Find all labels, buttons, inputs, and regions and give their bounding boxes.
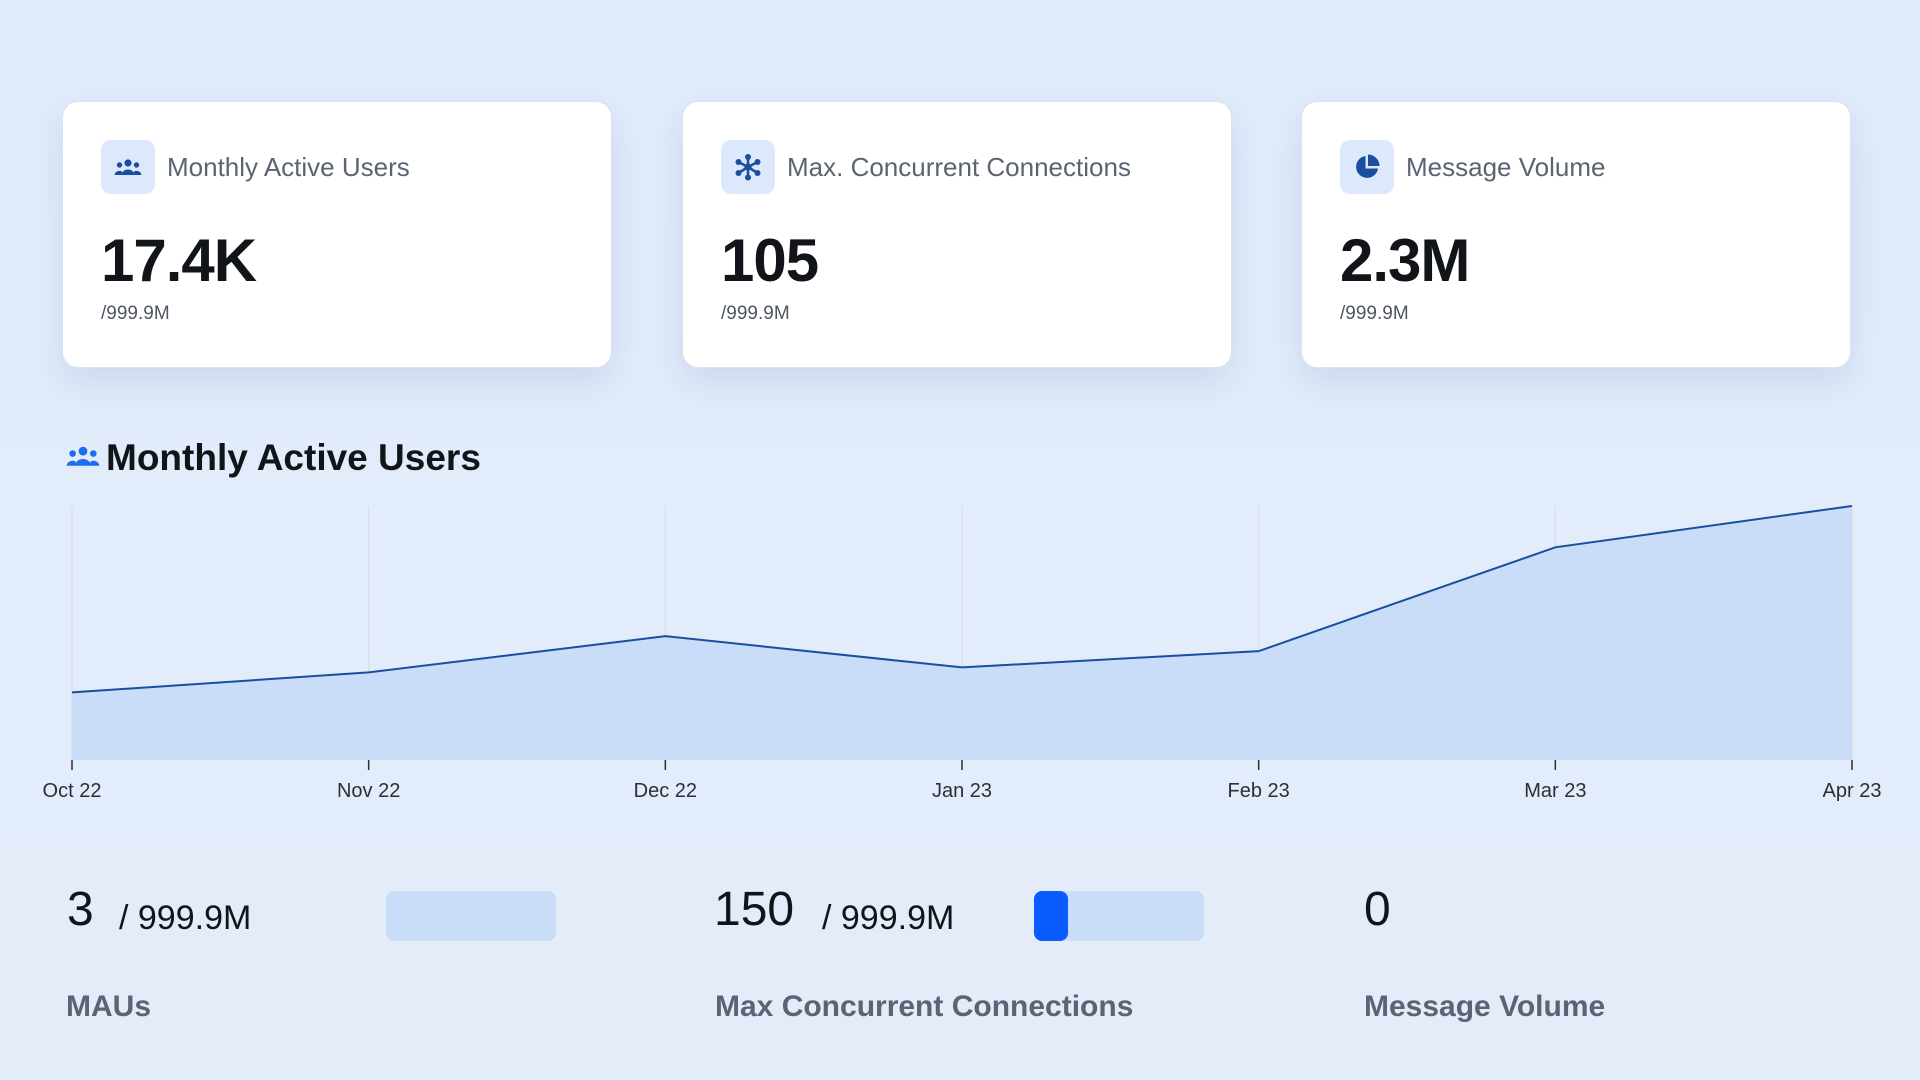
users-icon — [66, 445, 100, 472]
pie-chart-icon — [1340, 140, 1394, 194]
mau-card: Monthly Active Users 17.4K /999.9M — [62, 101, 612, 368]
card-limit: /999.9M — [721, 303, 790, 324]
mau-usage-bar — [386, 891, 556, 941]
card-title: Monthly Active Users — [167, 152, 410, 182]
connections-usage-fill — [1034, 891, 1068, 941]
message-volume-stat-label: Message Volume — [1364, 990, 1606, 1023]
chart-section-title: Monthly Active Users — [66, 434, 481, 482]
x-tick-label: Nov 22 — [337, 780, 400, 802]
card-value: 2.3M — [1340, 227, 1470, 294]
x-tick-label: Apr 23 — [1823, 780, 1882, 802]
x-tick-label: Mar 23 — [1524, 780, 1586, 802]
connections-card: Max. Concurrent Connections 105 /999.9M — [682, 101, 1232, 368]
message-volume-stat-value: 0 — [1364, 883, 1391, 936]
card-title: Message Volume — [1406, 152, 1606, 182]
section-title-text: Monthly Active Users — [106, 437, 481, 478]
x-tick-label: Jan 23 — [932, 780, 992, 802]
x-tick-label: Feb 23 — [1228, 780, 1290, 802]
message-volume-card: Message Volume 2.3M /999.9M — [1301, 101, 1851, 368]
connections-stat-limit: / 999.9M — [822, 899, 955, 937]
users-icon — [101, 140, 155, 194]
mau-stat-value: 3 — [67, 883, 94, 936]
mau-stat-label: MAUs — [66, 990, 152, 1023]
connections-icon — [721, 140, 775, 194]
connections-usage-bar — [1034, 891, 1204, 941]
mau-area-chart: Oct 22 Nov 22 Dec 22 Jan 23 Feb 23 Mar 23 Apr … — [43, 505, 1882, 802]
card-value: 17.4K — [101, 227, 257, 294]
mau-stat-limit: / 999.9M — [119, 899, 252, 937]
x-tick-label: Oct 22 — [43, 780, 102, 802]
connections-stat-label: Max Concurrent Connections — [715, 990, 1134, 1023]
connections-stat-value: 150 — [714, 883, 795, 936]
card-limit: /999.9M — [1340, 303, 1409, 324]
card-value: 105 — [721, 227, 819, 294]
x-tick-label: Dec 22 — [634, 780, 697, 802]
card-title: Max. Concurrent Connections — [787, 152, 1131, 182]
card-limit: /999.9M — [101, 303, 170, 324]
area-fill — [72, 506, 1852, 760]
